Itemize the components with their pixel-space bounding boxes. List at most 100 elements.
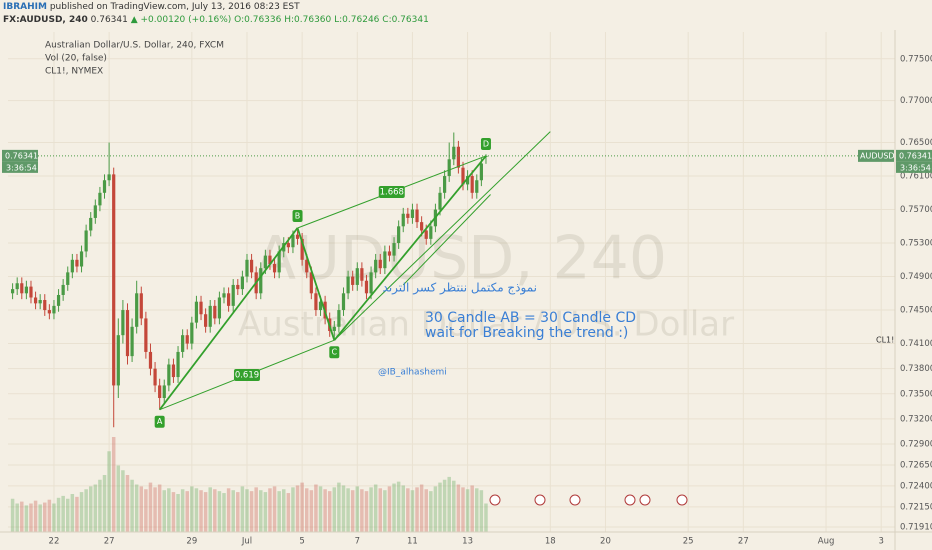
volume-bar (424, 489, 428, 532)
volume-bar (47, 499, 52, 532)
volume-bar (79, 492, 84, 532)
candle-body (208, 305, 212, 327)
volume-bar (15, 503, 19, 532)
volume-bar (162, 490, 167, 532)
symbol-tag (858, 149, 894, 162)
point-label: A (157, 417, 163, 426)
candle-body (346, 276, 350, 294)
volume-bar (447, 476, 451, 532)
author: IBRAHIM (3, 2, 47, 12)
volume-bar (245, 489, 249, 532)
candle-body (406, 213, 410, 218)
trendline (333, 131, 551, 341)
volume-bar (300, 482, 304, 532)
candle-body (135, 293, 139, 327)
candle-body (56, 294, 61, 306)
volume-bar (10, 498, 15, 532)
volume-bar (355, 486, 360, 532)
price-tag (896, 149, 932, 162)
y-tick-label: 0.72400 (900, 481, 932, 491)
event-flag (534, 494, 546, 506)
point-box (329, 346, 340, 359)
volume-bar (65, 498, 70, 532)
event-flags (489, 494, 688, 506)
volume-bar (148, 482, 153, 532)
volume-bar (52, 503, 56, 532)
volume-bar (134, 484, 139, 532)
volume-bar (452, 480, 456, 532)
volume-bar (24, 505, 29, 532)
y-tick-label: 0.75300 (900, 239, 932, 249)
overlay-label: CL1! (876, 336, 894, 345)
x-tick-label: Aug (818, 537, 835, 547)
volume-bar (111, 437, 116, 532)
candle-body (374, 259, 378, 273)
ratio-label: 1.668 (380, 187, 404, 197)
volume-bar (461, 487, 465, 532)
last: 0.76341 (90, 15, 128, 25)
volume-bar (116, 465, 121, 532)
candle-body (456, 146, 461, 168)
x-tick-label: 13 (462, 537, 473, 547)
volume-bar (350, 490, 355, 532)
volume-bar (125, 475, 130, 532)
y-tick-label: 0.73200 (900, 414, 932, 424)
volume-bar (304, 488, 309, 532)
volume-bar (406, 488, 410, 532)
countdown-tag (896, 161, 932, 173)
volume-bar (401, 485, 405, 532)
annotation: نموذج مكتمل ننتظر كسر الترند (383, 281, 537, 296)
volume-bar (337, 482, 341, 532)
indicator-label: CL1!, NYMEX (45, 67, 103, 77)
price-tag-label: 0.76341 (5, 151, 38, 160)
candle-body (332, 326, 336, 331)
candle-body (70, 259, 74, 273)
symbol-tag-label: AUDUSD (860, 151, 895, 160)
volume-bar (130, 479, 134, 532)
trendline (402, 194, 491, 286)
symbol: FX:AUDUSD, 240 (3, 15, 88, 25)
candle-body (364, 280, 369, 294)
candle-body (369, 272, 373, 294)
candle-body (272, 263, 277, 273)
x-tick-label: 29 (186, 537, 197, 547)
ratio-label: 0.619 (235, 370, 259, 380)
annotation: wait for Breaking the trend :) (425, 325, 628, 341)
ratio-box (233, 368, 260, 381)
pattern-line (333, 155, 487, 341)
y-tick-label: 0.74500 (900, 306, 932, 316)
candle-body (66, 272, 70, 285)
volume-bar (286, 493, 291, 532)
event-flag (624, 494, 636, 506)
volume-bar (433, 486, 438, 532)
volume-bar (282, 489, 286, 532)
candle-body (153, 368, 157, 386)
candle-body (337, 310, 341, 327)
candle-body (424, 230, 428, 239)
candle-body (351, 276, 355, 285)
candle-body (38, 300, 42, 304)
candle-body (158, 385, 162, 398)
axes: 0.77500 0.77000 0.76500 0.76100 0.75700 0.753… (2, 54, 932, 547)
point-label: B (295, 211, 301, 220)
volume-bar (236, 492, 240, 532)
volume-bar (107, 451, 111, 532)
published: published on TradingView.com, July 13, 2… (49, 2, 300, 12)
point-box (480, 137, 491, 150)
candle-body (286, 243, 290, 248)
chart-title: Australian Dollar/U.S. Dollar, 240, FXCM (45, 41, 224, 51)
pattern-line (158, 227, 299, 411)
candle-body (277, 251, 281, 273)
candle-body (116, 335, 120, 386)
grid (8, 32, 895, 532)
volume-bar (43, 502, 47, 532)
volume-bar (383, 490, 387, 532)
close: C:0.76341 (382, 15, 429, 25)
volume-bar (364, 491, 369, 532)
candle-body (420, 222, 424, 231)
volume-bar (429, 491, 433, 532)
y-tick-label: 0.72900 (900, 440, 932, 450)
candle-body (33, 297, 38, 304)
candle-body (43, 300, 47, 311)
